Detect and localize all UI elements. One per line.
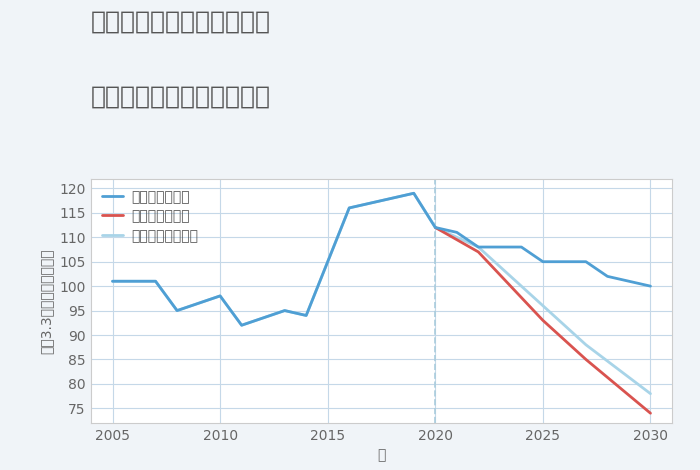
バッドシナリオ <box>646 410 654 416</box>
ノーマルシナリオ <box>431 225 440 230</box>
ノーマルシナリオ <box>410 190 418 196</box>
グッドシナリオ <box>302 313 310 318</box>
グッドシナリオ <box>539 259 547 265</box>
グッドシナリオ <box>151 278 160 284</box>
X-axis label: 年: 年 <box>377 448 386 462</box>
ノーマルシナリオ <box>367 200 375 206</box>
ノーマルシナリオ <box>151 278 160 284</box>
グッドシナリオ <box>345 205 354 211</box>
グッドシナリオ <box>237 322 246 328</box>
Text: 愛知県稲沢市平和町法立の: 愛知県稲沢市平和町法立の <box>91 9 271 33</box>
バッドシナリオ <box>539 318 547 323</box>
ノーマルシナリオ <box>108 278 117 284</box>
グッドシナリオ <box>216 293 224 299</box>
ノーマルシナリオ <box>582 342 590 348</box>
ノーマルシナリオ <box>646 391 654 397</box>
ノーマルシナリオ <box>474 244 482 250</box>
グッドシナリオ <box>108 278 117 284</box>
ノーマルシナリオ <box>281 308 289 313</box>
グッドシナリオ <box>431 225 440 230</box>
グッドシナリオ <box>603 274 612 279</box>
グッドシナリオ <box>453 229 461 235</box>
Text: 中古マンションの価格推移: 中古マンションの価格推移 <box>91 85 271 109</box>
ノーマルシナリオ <box>345 205 354 211</box>
グッドシナリオ <box>367 200 375 206</box>
バッドシナリオ <box>431 225 440 230</box>
ノーマルシナリオ <box>216 293 224 299</box>
グッドシナリオ <box>173 308 181 313</box>
Line: バッドシナリオ: バッドシナリオ <box>435 227 650 413</box>
ノーマルシナリオ <box>302 313 310 318</box>
グッドシナリオ <box>517 244 526 250</box>
グッドシナリオ <box>410 190 418 196</box>
バッドシナリオ <box>474 249 482 255</box>
ノーマルシナリオ <box>173 308 181 313</box>
グッドシナリオ <box>582 259 590 265</box>
グッドシナリオ <box>646 283 654 289</box>
Line: ノーマルシナリオ: ノーマルシナリオ <box>113 193 650 394</box>
Y-axis label: 坪（3.3㎡）単価（万円）: 坪（3.3㎡）単価（万円） <box>39 248 53 353</box>
Line: グッドシナリオ: グッドシナリオ <box>113 193 650 325</box>
ノーマルシナリオ <box>539 303 547 308</box>
バッドシナリオ <box>582 357 590 362</box>
グッドシナリオ <box>474 244 482 250</box>
グッドシナリオ <box>281 308 289 313</box>
Legend: グッドシナリオ, バッドシナリオ, ノーマルシナリオ: グッドシナリオ, バッドシナリオ, ノーマルシナリオ <box>98 186 202 247</box>
ノーマルシナリオ <box>237 322 246 328</box>
